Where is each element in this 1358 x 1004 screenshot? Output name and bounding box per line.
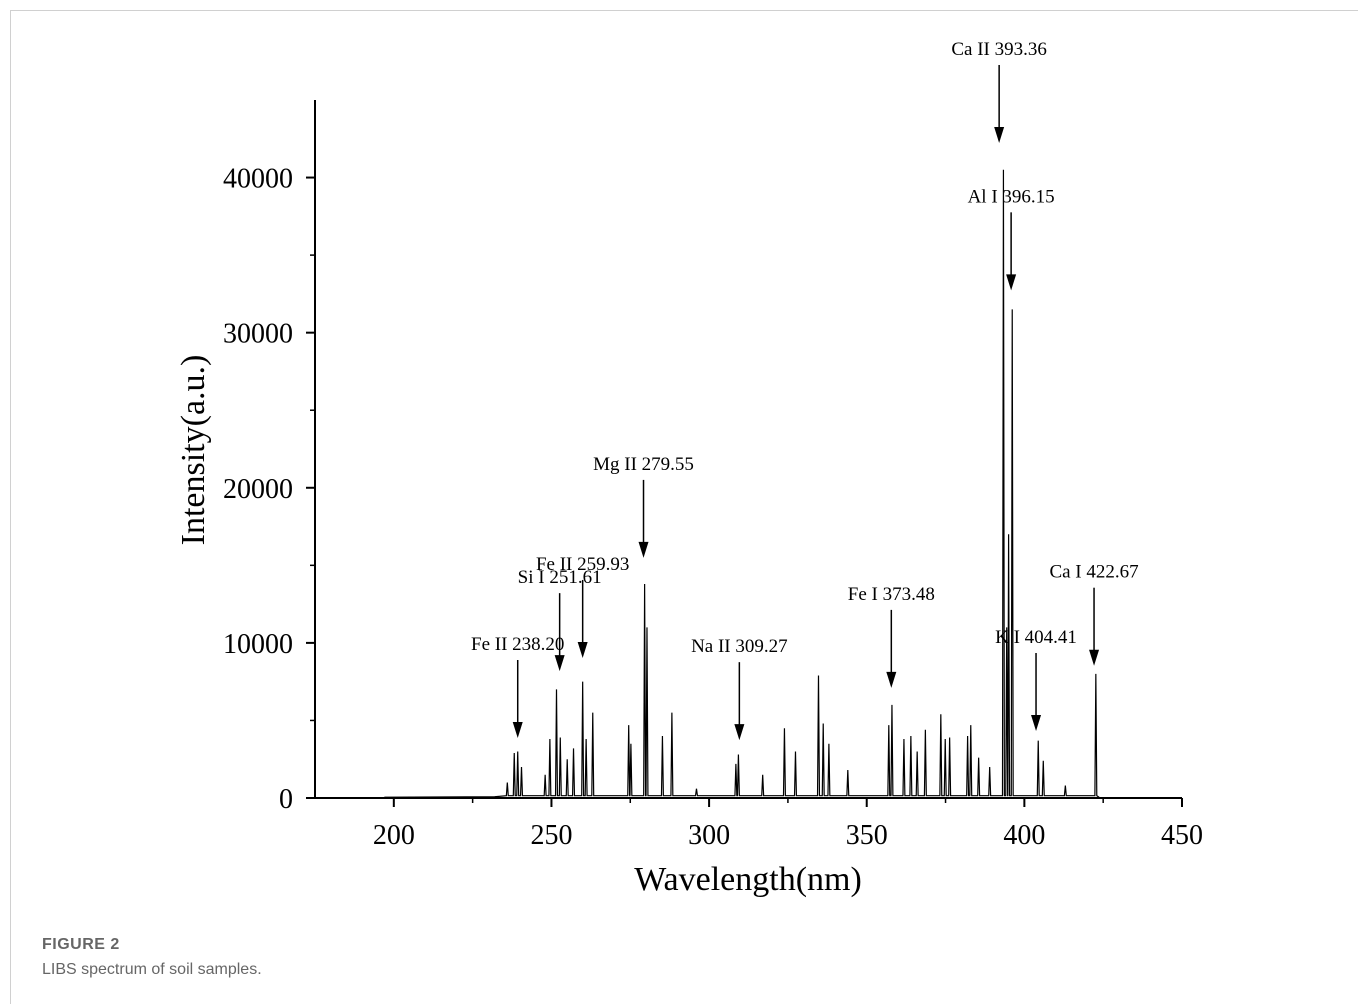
- arrow-head: [1006, 274, 1017, 291]
- y-tick-label: 10000: [223, 629, 293, 660]
- arrow-head: [577, 641, 588, 658]
- spectrum-line: [384, 169, 1101, 799]
- figure-caption: LIBS spectrum of soil samples.: [42, 961, 262, 978]
- annotation-label: Mg II 279.55: [593, 454, 694, 475]
- annotation-label: Na II 309.27: [691, 636, 788, 657]
- arrow-head: [1031, 715, 1042, 732]
- figure-frame: [10, 10, 1358, 1004]
- y-tick-label: 40000: [223, 164, 293, 195]
- y-axis-label: Intensity(a.u.): [175, 355, 212, 546]
- arrow-head: [886, 671, 897, 688]
- annotation-label: Ca II 393.36: [951, 39, 1047, 60]
- arrow-head: [1089, 649, 1100, 666]
- x-axis-label: Wavelength(nm): [634, 861, 862, 898]
- figure-number: FIGURE 2: [42, 936, 120, 953]
- annotation-label: K I 404.41: [995, 627, 1077, 648]
- arrow-head: [734, 724, 745, 741]
- annotation-label: Fe I 373.48: [848, 584, 935, 605]
- y-tick-label: 20000: [223, 474, 293, 505]
- annotation-label: Al I 396.15: [968, 186, 1055, 207]
- x-tick-label: 200: [373, 820, 415, 851]
- arrow-head: [554, 655, 565, 672]
- y-tick-label: 30000: [223, 319, 293, 350]
- arrow-head: [638, 541, 649, 558]
- x-tick-label: 400: [1003, 820, 1045, 851]
- x-tick-label: 350: [846, 820, 888, 851]
- arrow-head: [512, 721, 523, 738]
- annotation-label: Fe II 238.20: [471, 634, 564, 655]
- annotation-label: Si I 251.61: [518, 567, 602, 588]
- x-tick-label: 450: [1161, 820, 1203, 851]
- x-tick-label: 250: [530, 820, 572, 851]
- y-tick-label: 0: [279, 784, 293, 815]
- annotation-label: Ca I 422.67: [1049, 562, 1138, 583]
- chart: Wavelength(nm) Intensity(a.u.) 200 250 300…: [175, 39, 1203, 898]
- arrow-head: [994, 126, 1005, 143]
- x-tick-label: 300: [688, 820, 730, 851]
- annotation-label: Fe II 259.93: [536, 554, 629, 575]
